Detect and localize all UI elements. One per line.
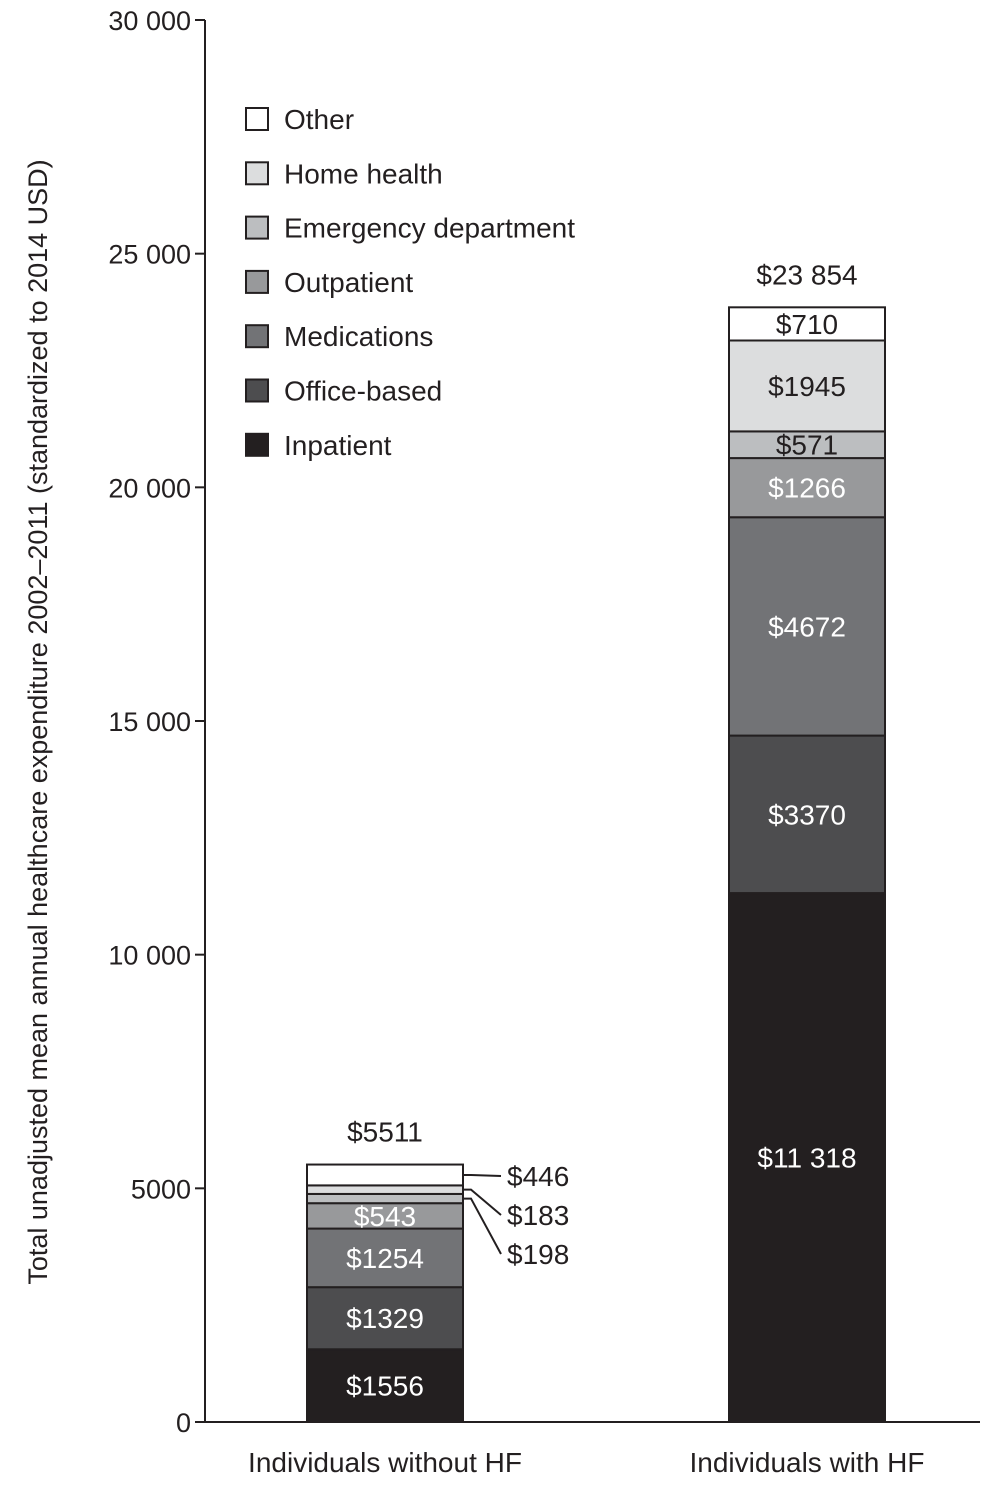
x-category-label-individuals-with-hf: Individuals with HF: [690, 1447, 925, 1478]
legend-label-emergency-department: Emergency department: [284, 213, 575, 244]
legend-swatch-other: [245, 107, 269, 131]
total-label-individuals-with-hf: $23 854: [756, 259, 857, 290]
legend-swatch-office-based: [245, 378, 269, 403]
leader-line-emergency-department: [463, 1197, 502, 1255]
bar-segment-office-based-individuals-without-hf: [306, 1286, 464, 1351]
legend-swatch-medications: [245, 324, 269, 349]
legend-swatch-inpatient: [245, 432, 269, 457]
y-tick-label: 10 000: [108, 941, 191, 971]
data-label-outpatient-individuals-without-hf: $543: [354, 1201, 416, 1232]
legend: Other Home health Emergency department Outp…: [245, 104, 575, 461]
data-label-inpatient-individuals-without-hf: $1556: [346, 1371, 424, 1402]
leader-line-home-health: [463, 1188, 502, 1216]
bar-segment-emergency-department-individuals-with-hf: [728, 430, 886, 460]
legend-label-medications: Medications: [284, 321, 433, 352]
y-tick-label: 30 000: [108, 6, 191, 36]
data-label-emergency-department-individuals-with-hf: $571: [776, 430, 838, 461]
legend-swatch-home-health: [245, 161, 269, 186]
y-axis-label: Total unadjusted mean annual healthcare …: [23, 159, 53, 1284]
x-category-label-individuals-without-hf: Individuals without HF: [248, 1447, 522, 1478]
y-tick-label: 5000: [131, 1174, 191, 1204]
data-label-outpatient-individuals-with-hf: $1266: [768, 473, 846, 504]
y-tick-label: 25 000: [108, 240, 191, 270]
total-label-individuals-without-hf: $5511: [347, 1117, 423, 1148]
data-label-emergency-department-external: $198: [507, 1239, 569, 1270]
legend-label-home-health: Home health: [284, 158, 443, 189]
bar-segment-outpatient-individuals-without-hf: [306, 1202, 464, 1230]
data-label-home-health-external: $183: [507, 1200, 569, 1231]
bars: [306, 306, 886, 1424]
data-label-other-external: $446: [507, 1161, 569, 1192]
legend-swatch-outpatient: [245, 269, 269, 294]
data-label-medications-individuals-with-hf: $4672: [768, 611, 846, 642]
bar-segment-home-health-individuals-with-hf: [728, 339, 886, 433]
bar-segment-medications-individuals-with-hf: [728, 516, 886, 737]
bar-segment-other-individuals-with-hf: [728, 306, 886, 342]
data-labels: $1556 $1329 $1254 $543 $5511 Individuals with…: [248, 259, 924, 1478]
legend-label-outpatient: Outpatient: [284, 267, 413, 298]
legend-label-inpatient: Inpatient: [284, 430, 392, 461]
legend-label-other: Other: [284, 104, 354, 135]
data-label-home-health-individuals-with-hf: $1945: [768, 371, 846, 402]
data-label-office-based-individuals-with-hf: $3370: [768, 799, 846, 830]
legend-swatch-emergency-department: [245, 215, 269, 240]
y-tick-label: 20 000: [108, 473, 191, 503]
data-label-medications-individuals-without-hf: $1254: [346, 1243, 424, 1274]
data-label-other-individuals-with-hf: $710: [776, 309, 838, 340]
bar-segment-home-health-individuals-without-hf: [306, 1184, 464, 1195]
bar-segment-inpatient-individuals-without-hf: [306, 1348, 464, 1424]
y-ticks: 0 5000 10 000 15 000 20 000 25 000 30 000: [108, 6, 205, 1438]
data-label-office-based-individuals-without-hf: $1329: [346, 1303, 424, 1334]
leader-line-other: [463, 1173, 502, 1177]
bar-segment-inpatient-individuals-with-hf: [728, 892, 886, 1423]
y-tick-label: 0: [176, 1408, 191, 1438]
legend-label-office-based: Office-based: [284, 376, 442, 407]
y-tick-label: 15 000: [108, 707, 191, 737]
data-label-inpatient-individuals-with-hf: $11 318: [757, 1143, 856, 1174]
bar-segment-other-individuals-without-hf: [306, 1163, 464, 1187]
